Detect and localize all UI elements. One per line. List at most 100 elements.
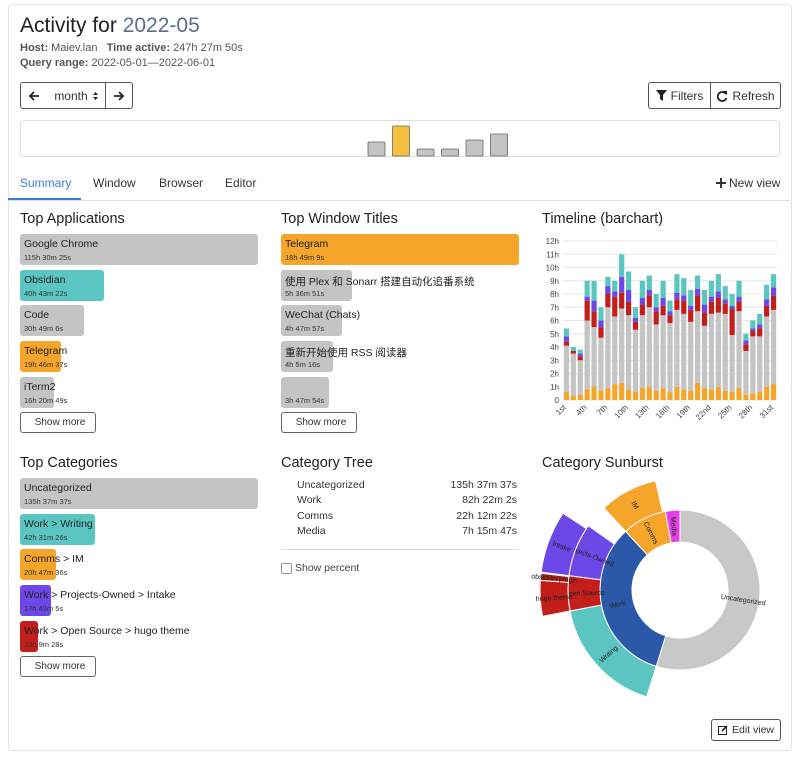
item-name: Comms > IM (24, 553, 84, 566)
bar-segment (695, 288, 701, 296)
tab[interactable]: Summary (20, 176, 72, 190)
filters-button[interactable]: Filters (648, 82, 711, 109)
new-view[interactable]: New view (716, 176, 780, 190)
summary-bar (20, 341, 61, 373)
checkbox[interactable] (281, 563, 292, 574)
item-name: Work > Writing (24, 517, 93, 530)
bar-segment (605, 388, 611, 400)
time-active-label: Time active: (106, 42, 170, 54)
query-range: 2022-05-01—2022-06-01 (91, 57, 216, 69)
bar-segment (653, 294, 659, 308)
show-more-label: Show more (34, 417, 86, 428)
prev-button[interactable] (20, 82, 48, 109)
y-tick-label: 5h (550, 330, 559, 339)
icon (716, 178, 726, 188)
bar-segment (715, 386, 721, 400)
summary-bar (20, 376, 54, 408)
bar-segment (770, 384, 777, 400)
tab[interactable]: Editor (225, 176, 257, 190)
bar-segment (681, 313, 687, 390)
item-duration: 20h 47m 36s (24, 568, 68, 578)
sunburst-label: Media (669, 517, 678, 537)
bar-segment (591, 300, 597, 312)
tree-name: Uncategorized (297, 479, 365, 491)
tree-duration: 82h 22m 2s (462, 494, 517, 507)
bar-segment (625, 301, 632, 316)
period-select[interactable]: month (47, 82, 106, 109)
bar-segment (715, 274, 721, 292)
bar-segment (653, 307, 659, 312)
item-name: Telegram (24, 345, 68, 358)
y-tick-label: 1h (550, 383, 559, 392)
x-tick-label: 19th (675, 403, 692, 420)
item-duration: 115h 30m 25s (24, 253, 71, 262)
bar-segment (667, 323, 673, 393)
bar-segment (770, 274, 777, 288)
show-more[interactable]: Show more (20, 412, 96, 433)
summary-bar (281, 376, 330, 408)
item-duration: 17h 49m 5s (24, 604, 64, 614)
summary-bar (20, 549, 57, 581)
bar-segment (646, 290, 652, 296)
bar-segment (729, 308, 735, 336)
bar-segment (639, 388, 645, 400)
y-tick-label: 7h (550, 303, 559, 312)
bar-segment (729, 294, 735, 306)
next-button[interactable] (105, 82, 133, 109)
show-percent[interactable]: Show percent (295, 562, 360, 574)
bar-segment (563, 392, 570, 400)
bar-segment (598, 307, 604, 321)
item-name: Work > Projects-Owned > Intake (24, 589, 176, 602)
bar-segment (743, 394, 749, 400)
panel-title: Top Window Titles (281, 211, 398, 227)
tab[interactable]: Window (93, 176, 136, 190)
summary-bar (20, 269, 104, 301)
bar-segment (619, 292, 625, 309)
tree-name: Comms (297, 509, 334, 522)
bar-segment (570, 396, 576, 400)
sunburst-arc (539, 572, 570, 583)
bar-segment (570, 347, 576, 351)
edit-view-button[interactable]: Edit view (711, 719, 781, 741)
sunburst-arc (655, 509, 761, 671)
bar-segment (736, 311, 742, 389)
bar-segment (639, 315, 645, 389)
bar-segment (695, 295, 701, 312)
bar-segment (722, 299, 728, 304)
bar-segment (695, 275, 701, 289)
bar-segment (757, 328, 763, 337)
bar-segment (722, 286, 728, 300)
tree-rule (281, 549, 519, 550)
show-more[interactable]: Show more (281, 412, 357, 433)
bar-segment (674, 274, 680, 293)
period: month (54, 88, 88, 103)
bar-segment (639, 304, 645, 316)
bar-segment (688, 305, 694, 310)
sunburst-arc (664, 509, 681, 544)
bar-segment (591, 386, 597, 400)
tab[interactable]: Browser (159, 176, 204, 190)
bar-segment (681, 278, 687, 296)
bar-segment (715, 291, 721, 298)
show-more[interactable]: Show more (20, 656, 96, 677)
y-tick-label: 2h (550, 370, 559, 379)
host-line: Host: Maiev.lan Time active: 247h 27m 50… (20, 42, 243, 54)
bar-segment (708, 301, 715, 314)
bar-segment (639, 297, 645, 305)
bar-segment (708, 389, 715, 400)
refresh-button[interactable]: Refresh (710, 82, 781, 109)
bar-segment (743, 350, 749, 395)
bar-segment (729, 305, 735, 309)
summary-bar (20, 620, 38, 652)
bar-segment (660, 297, 666, 306)
bar-segment (708, 296, 715, 302)
y-tick-label: 6h (550, 317, 559, 326)
bar-segment (612, 316, 618, 385)
bar-segment (619, 254, 625, 277)
item-name: Google Chrome (24, 238, 99, 250)
x-tick-label: 7th (595, 403, 609, 417)
summary-bar (20, 478, 258, 509)
refresh: Refresh (732, 88, 775, 103)
period-bar (490, 133, 508, 157)
